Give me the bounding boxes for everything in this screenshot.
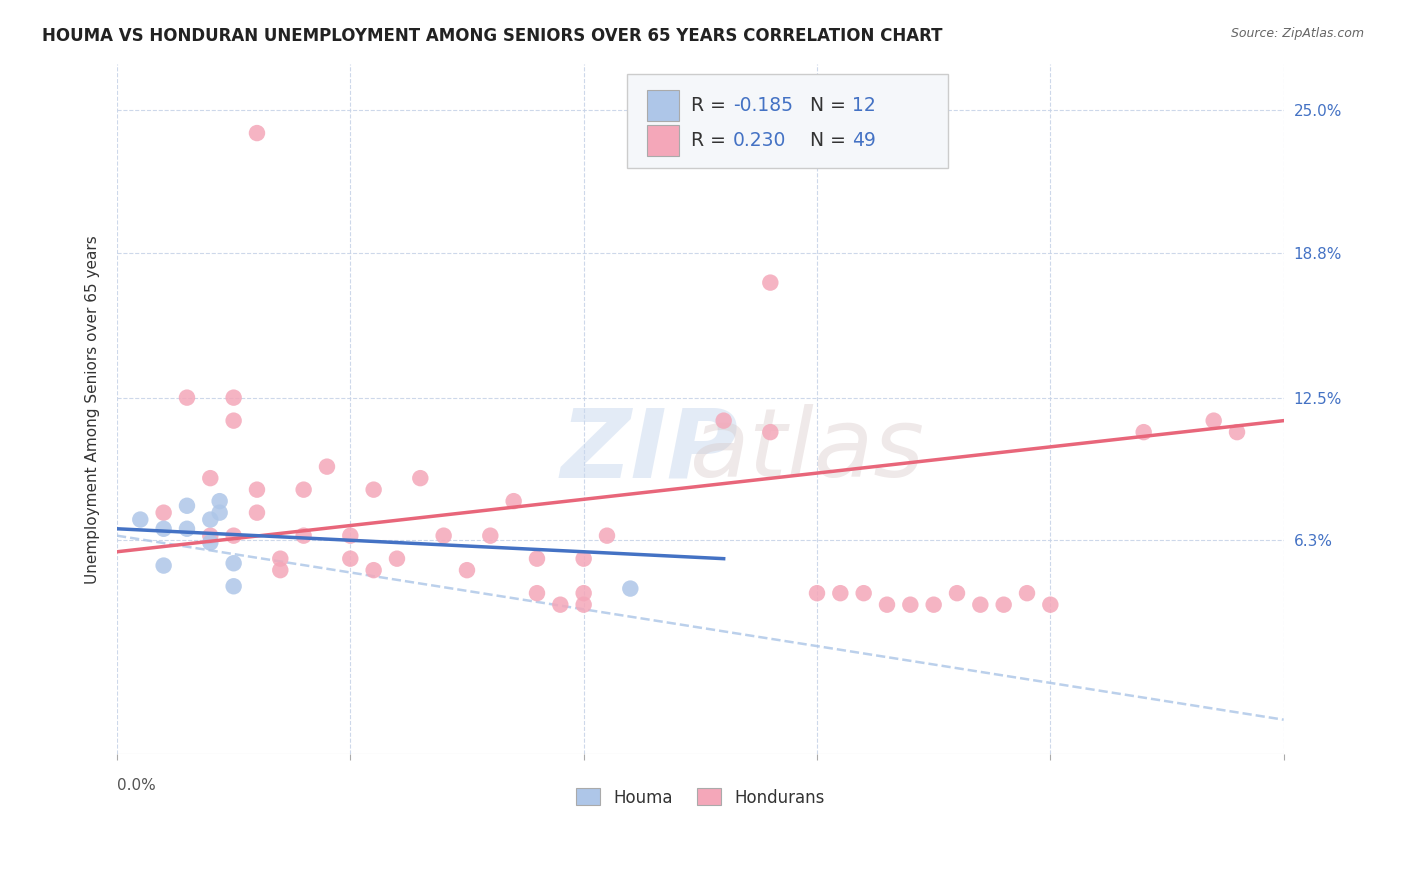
Point	[993, 598, 1015, 612]
Point	[759, 276, 782, 290]
Point	[200, 512, 222, 526]
Text: HOUMA VS HONDURAN UNEMPLOYMENT AMONG SENIORS OVER 65 YEARS CORRELATION CHART: HOUMA VS HONDURAN UNEMPLOYMENT AMONG SEN…	[42, 27, 942, 45]
Point	[806, 586, 828, 600]
Text: R =: R =	[690, 131, 733, 150]
Point	[246, 483, 269, 497]
Text: N =: N =	[810, 95, 852, 115]
Point	[316, 459, 339, 474]
Point	[1226, 425, 1249, 439]
Point	[572, 586, 595, 600]
Point	[129, 512, 152, 526]
Point	[246, 506, 269, 520]
Point	[409, 471, 432, 485]
Point	[852, 586, 875, 600]
Point	[246, 126, 269, 140]
Point	[502, 494, 524, 508]
Point	[456, 563, 478, 577]
Point	[876, 598, 898, 612]
Point	[830, 586, 852, 600]
Point	[898, 598, 921, 612]
Text: Source: ZipAtlas.com: Source: ZipAtlas.com	[1230, 27, 1364, 40]
Point	[152, 522, 174, 536]
Point	[152, 506, 174, 520]
Point	[1039, 598, 1062, 612]
Point	[152, 558, 174, 573]
Point	[222, 579, 245, 593]
Y-axis label: Unemployment Among Seniors over 65 years: Unemployment Among Seniors over 65 years	[86, 235, 100, 583]
Point	[222, 556, 245, 570]
Point	[176, 391, 198, 405]
Text: 0.0%: 0.0%	[117, 779, 156, 793]
FancyBboxPatch shape	[647, 125, 679, 156]
Point	[1202, 414, 1225, 428]
Text: 0.230: 0.230	[733, 131, 786, 150]
Point	[969, 598, 991, 612]
FancyBboxPatch shape	[627, 74, 948, 168]
Point	[922, 598, 945, 612]
Point	[619, 582, 641, 596]
Point	[363, 563, 385, 577]
Point	[292, 529, 315, 543]
Point	[572, 551, 595, 566]
Point	[208, 494, 231, 508]
Point	[339, 551, 361, 566]
Point	[550, 598, 572, 612]
Point	[200, 535, 222, 549]
Point	[176, 522, 198, 536]
Point	[222, 529, 245, 543]
Point	[385, 551, 408, 566]
Point	[596, 529, 619, 543]
Point	[946, 586, 969, 600]
Text: 12: 12	[852, 95, 876, 115]
Text: atlas: atlas	[689, 404, 924, 497]
FancyBboxPatch shape	[647, 89, 679, 120]
Point	[759, 425, 782, 439]
Point	[176, 499, 198, 513]
Point	[526, 551, 548, 566]
Text: N =: N =	[810, 131, 852, 150]
Point	[479, 529, 502, 543]
Point	[222, 391, 245, 405]
Point	[433, 529, 456, 543]
Point	[292, 483, 315, 497]
Text: -0.185: -0.185	[733, 95, 793, 115]
Point	[526, 586, 548, 600]
Point	[713, 414, 735, 428]
Point	[1015, 586, 1038, 600]
Point	[208, 506, 231, 520]
Point	[339, 529, 361, 543]
Point	[572, 598, 595, 612]
Point	[269, 563, 291, 577]
Text: R =: R =	[690, 95, 733, 115]
Point	[200, 529, 222, 543]
Point	[1132, 425, 1154, 439]
Text: 49: 49	[852, 131, 876, 150]
Legend: Houma, Hondurans: Houma, Hondurans	[568, 780, 832, 815]
Point	[363, 483, 385, 497]
Point	[269, 551, 291, 566]
Point	[222, 414, 245, 428]
Point	[200, 471, 222, 485]
Text: ZIP: ZIP	[561, 404, 738, 497]
